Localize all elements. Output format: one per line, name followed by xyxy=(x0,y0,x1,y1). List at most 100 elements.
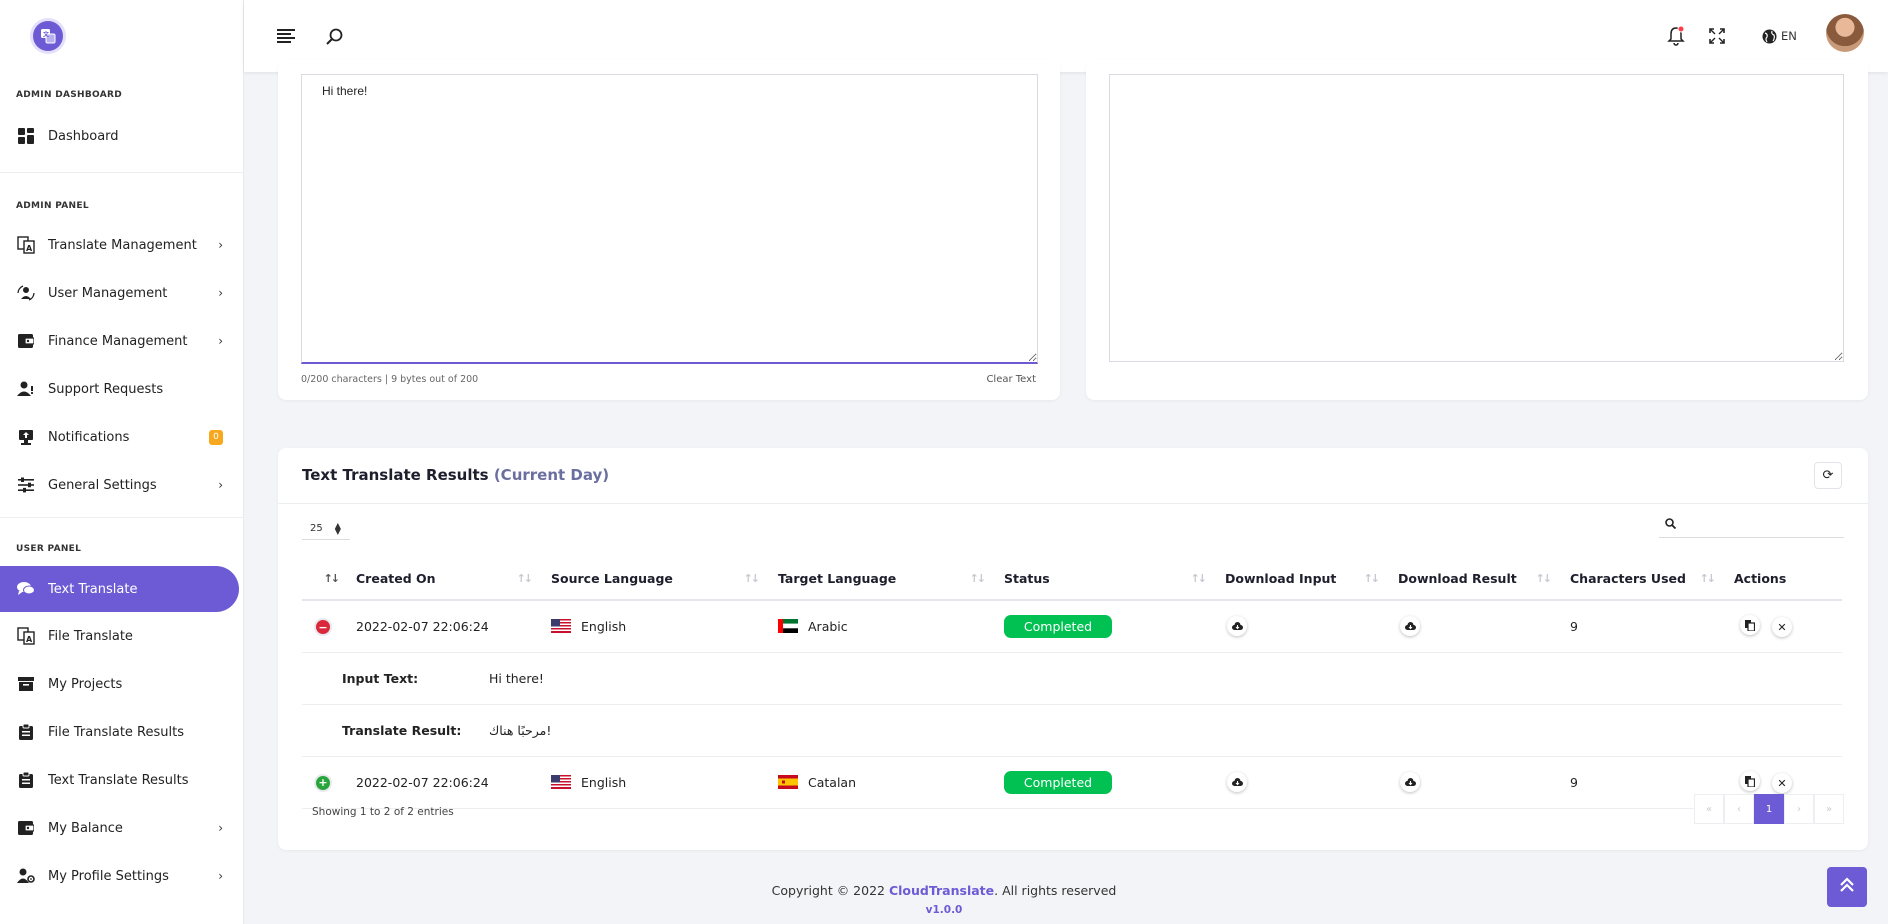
column-header-actions: Actions xyxy=(1728,558,1842,601)
sidebar-item-label: Notifications xyxy=(48,429,130,445)
cloud-download-icon[interactable] xyxy=(1227,616,1247,637)
result-text-output[interactable] xyxy=(1109,74,1844,362)
copy-icon[interactable] xyxy=(1740,771,1760,791)
column-header-download-result[interactable]: Download Result ↑↓ xyxy=(1392,558,1564,601)
page-length-select[interactable]: 25 ▲ ▼ xyxy=(302,518,350,540)
cell-download-input xyxy=(1219,756,1392,809)
cell-created: 2022-02-07 22:06:24 xyxy=(350,756,545,809)
logo-icon: 文 xyxy=(33,21,63,51)
cell-actions: ✕ xyxy=(1728,600,1842,653)
last-page-button[interactable]: » xyxy=(1814,794,1844,824)
table-info: Showing 1 to 2 of 2 entries xyxy=(312,806,454,818)
prev-page-button[interactable]: ‹ xyxy=(1724,794,1754,824)
sidebar-item-finance-management[interactable]: Finance Management › xyxy=(0,317,243,365)
results-card: Text Translate Results (Current Day) ⟳ 2… xyxy=(278,448,1868,850)
next-page-button[interactable]: › xyxy=(1784,794,1814,824)
first-page-button[interactable]: « xyxy=(1694,794,1724,824)
cell-target: Arabic xyxy=(772,600,998,653)
sort-icon: ↑↓ xyxy=(1363,572,1381,585)
cloud-download-icon[interactable] xyxy=(1227,772,1247,792)
delete-icon[interactable]: ✕ xyxy=(1771,773,1792,793)
sidebar-item-my-profile-settings[interactable]: My Profile Settings › xyxy=(0,852,243,900)
sidebar-item-translate-management[interactable]: A Translate Management › xyxy=(0,221,243,269)
sidebar-item-dashboard[interactable]: Dashboard xyxy=(0,112,243,160)
notification-bell-icon[interactable] xyxy=(1664,24,1688,48)
translate-result-label: Translate Result: xyxy=(342,722,462,738)
wallet-icon xyxy=(16,331,36,351)
language-switcher[interactable]: EN xyxy=(1762,24,1802,48)
search-icon[interactable] xyxy=(322,24,346,48)
source-text-input[interactable]: Hi there! xyxy=(301,74,1038,364)
clipboard-icon xyxy=(16,770,36,790)
sidebar-item-label: Finance Management xyxy=(48,333,188,349)
sidebar-item-my-projects[interactable]: My Projects xyxy=(0,660,243,708)
sidebar-item-general-settings[interactable]: General Settings › xyxy=(0,461,243,509)
column-header-characters[interactable]: Characters Used ↑↓ xyxy=(1564,558,1728,601)
sidebar-item-notifications[interactable]: Notifications 0 xyxy=(0,413,243,461)
sidebar-item-label: File Translate xyxy=(48,628,133,644)
copy-icon[interactable] xyxy=(1740,615,1760,636)
cloud-download-icon[interactable] xyxy=(1400,616,1420,637)
column-header-target[interactable]: Target Language ↑↓ xyxy=(772,558,998,601)
avatar[interactable] xyxy=(1826,14,1864,52)
translate-icon: A xyxy=(16,235,36,255)
wallet-icon xyxy=(16,818,36,838)
section-admin-panel: ADMIN PANEL xyxy=(16,201,89,211)
translate-icon: A xyxy=(16,626,36,646)
footer-copyright: Copyright © 2022 CloudTranslate. All rig… xyxy=(771,883,1117,898)
cell-created: 2022-02-07 22:06:24 xyxy=(350,600,545,653)
sidebar: 文 ADMIN DASHBOARD Dashboard ADMIN PANEL … xyxy=(0,0,244,924)
chevron-right-icon: › xyxy=(218,869,223,883)
column-header-status[interactable]: Status ↑↓ xyxy=(998,558,1219,601)
sort-icon: ↑↓ xyxy=(516,572,534,585)
cell-status: Completed xyxy=(998,600,1219,653)
delete-icon[interactable]: ✕ xyxy=(1771,617,1792,638)
sidebar-item-label: My Projects xyxy=(48,676,123,692)
input-text-value: Hi there! xyxy=(488,670,544,686)
cloud-download-icon[interactable] xyxy=(1400,772,1420,792)
sidebar-item-label: My Balance xyxy=(48,820,123,836)
result-textarea-wrap xyxy=(1109,74,1844,362)
sort-icon: ↑↓ xyxy=(1190,572,1208,585)
chevron-right-icon: › xyxy=(218,286,223,300)
results-title: Text Translate Results (Current Day) xyxy=(302,466,609,484)
footer-brand-link[interactable]: CloudTranslate xyxy=(888,883,995,898)
logo[interactable]: 文 xyxy=(0,0,243,72)
status-badge: Completed xyxy=(1004,614,1112,638)
current-page-button[interactable]: 1 xyxy=(1754,794,1784,824)
column-header-source[interactable]: Source Language ↑↓ xyxy=(545,558,772,601)
expand-row-icon[interactable]: + xyxy=(316,775,330,790)
cell-status: Completed xyxy=(998,756,1219,809)
column-header-created[interactable]: Created On ↑↓ xyxy=(350,558,545,601)
source-textarea-wrap: Hi there! xyxy=(301,74,1038,364)
column-header-control[interactable]: ↑↓ xyxy=(302,558,350,601)
sidebar-item-label: Translate Management xyxy=(48,237,197,253)
sidebar-item-my-balance[interactable]: My Balance › xyxy=(0,804,243,852)
cell-source: English xyxy=(545,756,772,809)
section-admin-dashboard: ADMIN DASHBOARD xyxy=(16,90,122,100)
cell-download-input xyxy=(1219,600,1392,653)
scroll-to-top-button[interactable] xyxy=(1827,867,1867,907)
chevron-right-icon: › xyxy=(218,821,223,835)
sidebar-item-user-management[interactable]: User Management › xyxy=(0,269,243,317)
sidebar-item-file-translate-results[interactable]: File Translate Results xyxy=(0,708,243,756)
sidebar-item-support-requests[interactable]: Support Requests xyxy=(0,365,243,413)
sidebar-item-text-translate[interactable]: Text Translate xyxy=(0,566,239,612)
sidebar-item-label: Text Translate Results xyxy=(48,772,189,788)
refresh-button[interactable]: ⟳ xyxy=(1814,462,1842,489)
results-title-text: Text Translate Results xyxy=(302,466,489,484)
menu-toggle-icon[interactable] xyxy=(274,24,298,48)
sidebar-item-text-translate-results[interactable]: Text Translate Results xyxy=(0,756,243,804)
fullscreen-icon[interactable] xyxy=(1705,24,1729,48)
sidebar-item-label: File Translate Results xyxy=(48,724,184,740)
collapse-row-icon[interactable]: − xyxy=(316,620,330,634)
table-header-row: ↑↓ Created On ↑↓ Source Language ↑↓ Target… xyxy=(302,558,1842,601)
column-header-download-input[interactable]: Download Input ↑↓ xyxy=(1219,558,1392,601)
clear-text-link[interactable]: Clear Text xyxy=(986,374,1036,385)
section-user-panel: USER PANEL xyxy=(16,544,82,554)
cell-characters: 9 xyxy=(1564,600,1728,653)
card-divider xyxy=(278,503,1868,504)
double-chevron-up-icon xyxy=(1839,876,1855,898)
sidebar-item-file-translate[interactable]: A File Translate xyxy=(0,612,243,660)
table-search-input[interactable] xyxy=(1659,514,1844,538)
